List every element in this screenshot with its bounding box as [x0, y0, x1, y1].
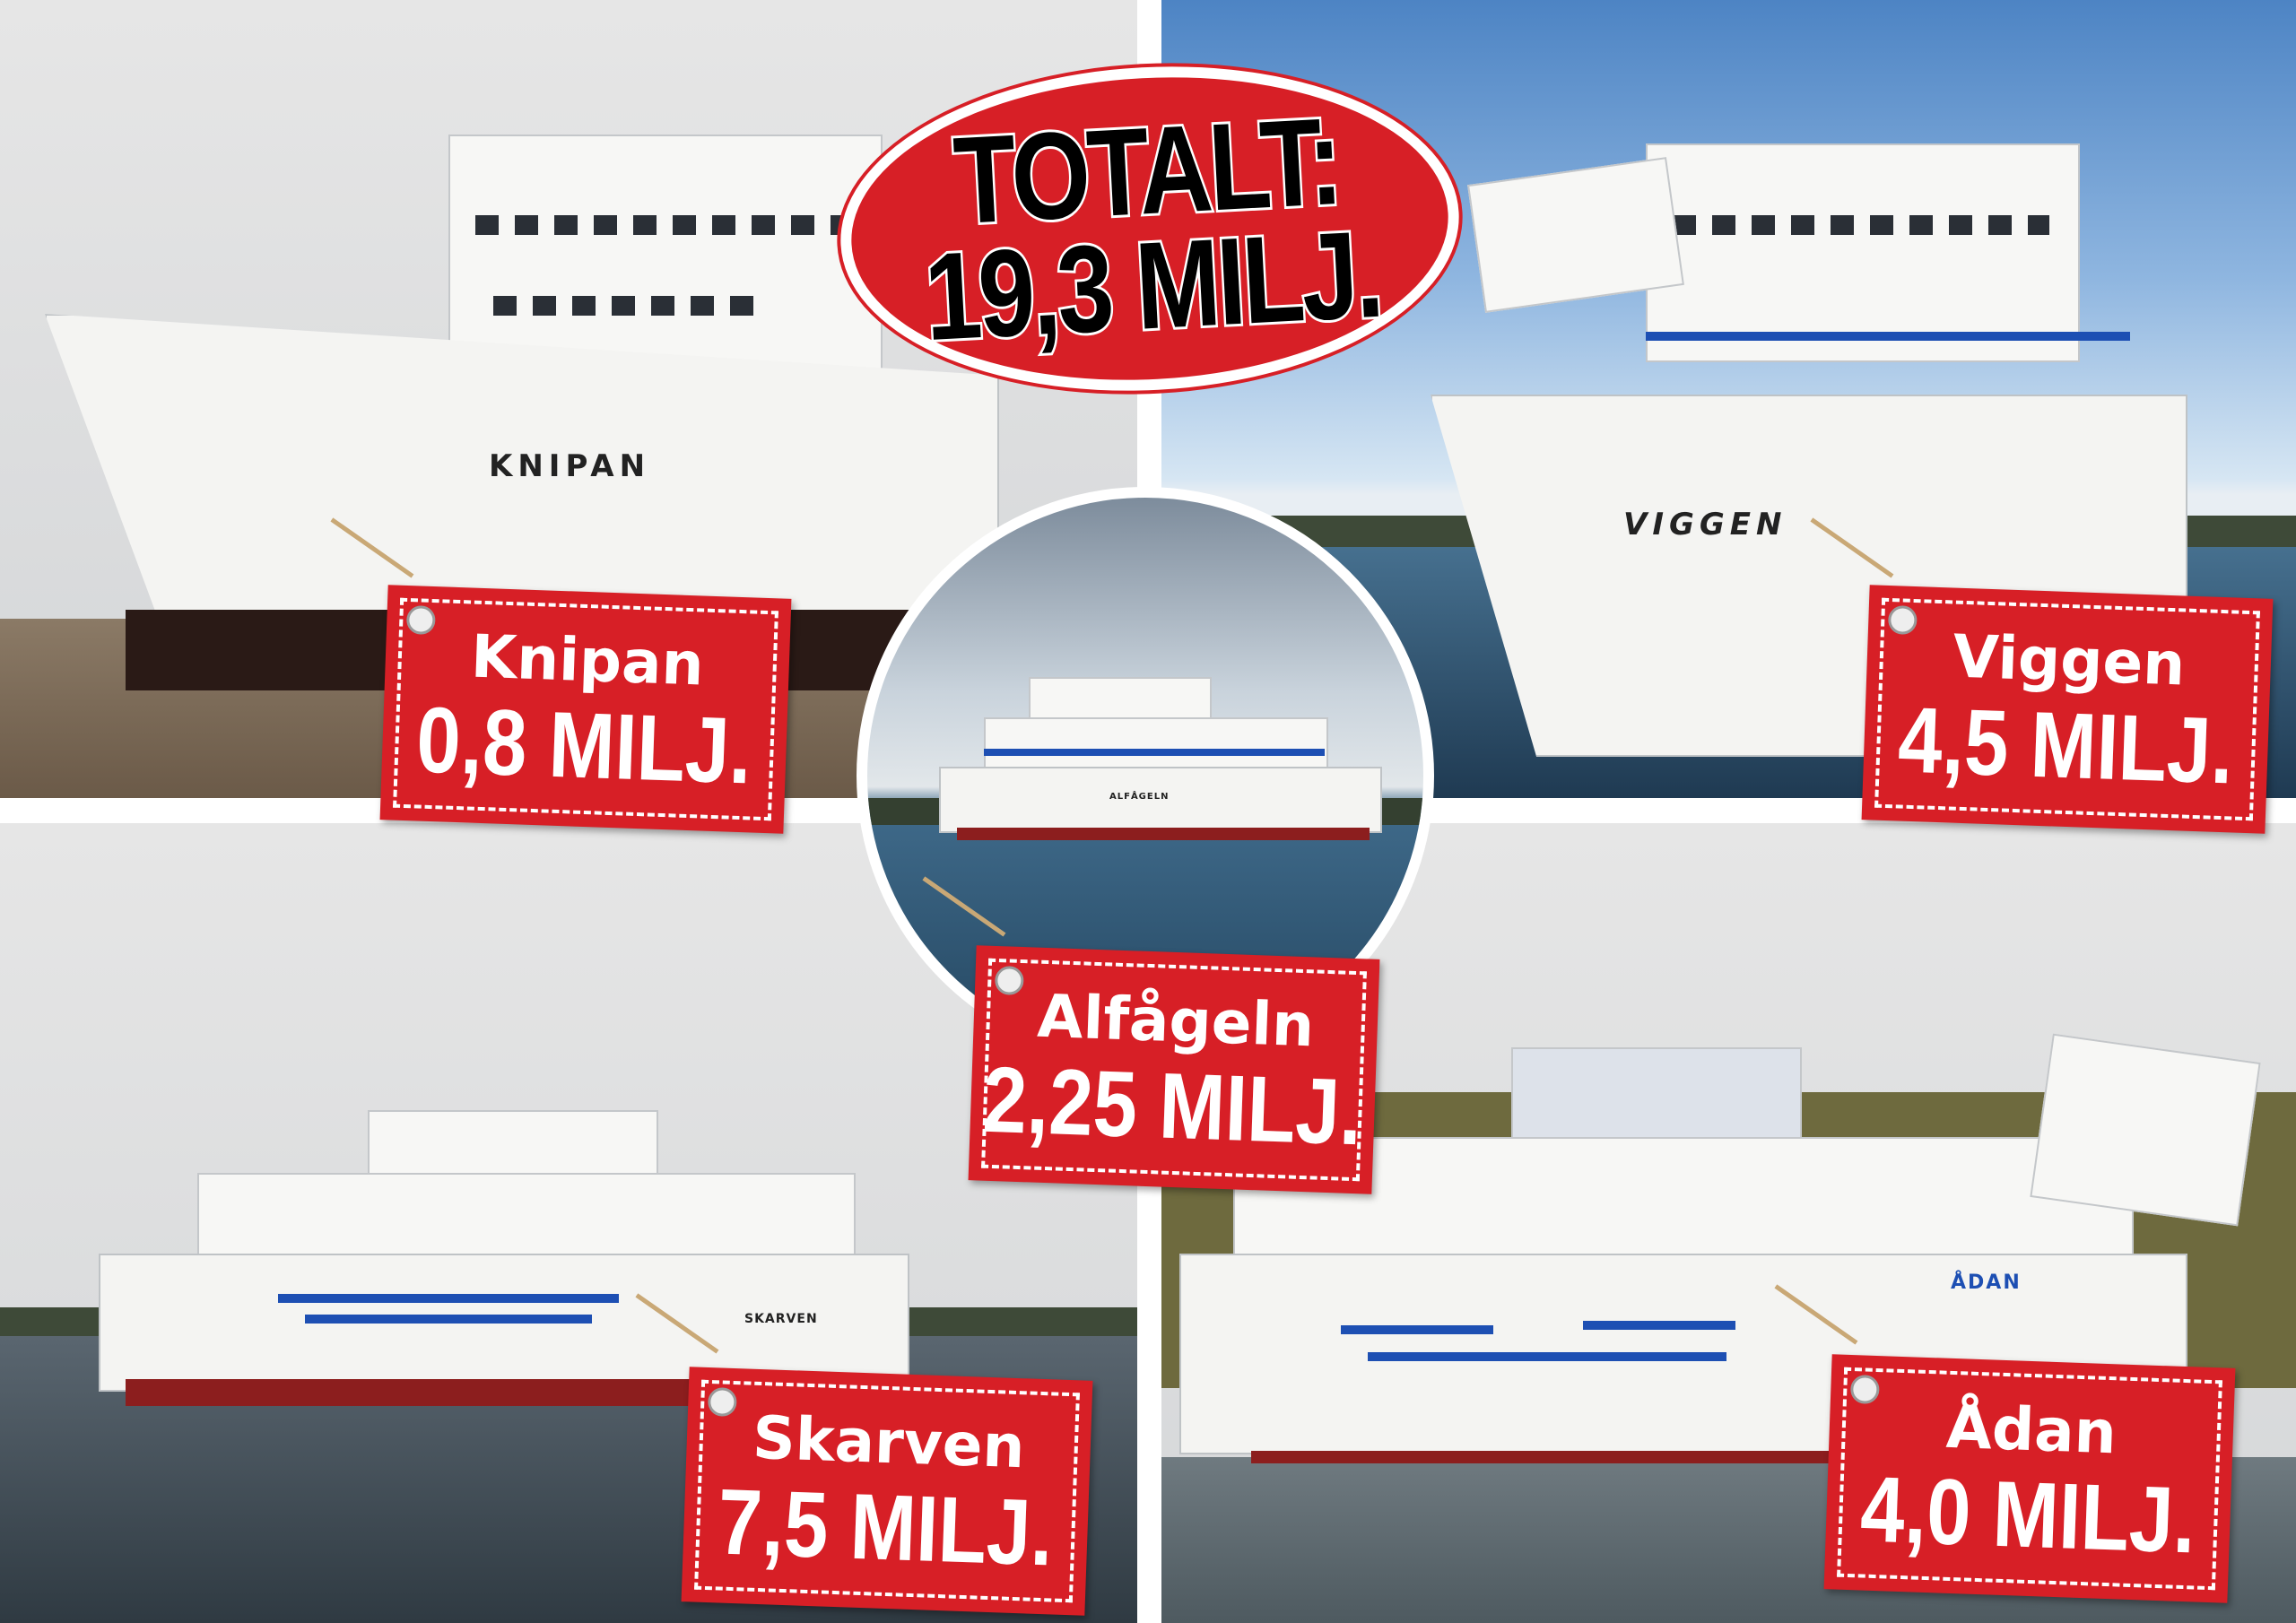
hull-label-knipan: KNIPAN [489, 448, 651, 484]
tag-price: 2,25 MILJ. [981, 1047, 1364, 1166]
price-tag-adan: Ådan 4,0 MILJ. [1823, 1354, 2236, 1603]
hull-label-adan: ÅDAN [1951, 1271, 2022, 1294]
ship-knipan: KNIPAN [45, 63, 1013, 726]
tag-name: Viggen [1952, 621, 2187, 699]
tag-name: Knipan [469, 621, 705, 699]
hull-label-skarven: SKARVEN [744, 1312, 818, 1326]
tag-price: 0,8 MILJ. [414, 688, 754, 804]
price-tag-skarven: Skarven 7,5 MILJ. [681, 1367, 1093, 1616]
tag-price: 4,0 MILJ. [1858, 1457, 2198, 1574]
price-tag-viggen: Viggen 4,5 MILJ. [1861, 585, 2274, 834]
price-tag-knipan: Knipan 0,8 MILJ. [379, 585, 792, 834]
price-tag-alfageln: Alfågeln 2,25 MILJ. [968, 945, 1380, 1194]
hull-label-viggen: VIGGEN [1623, 507, 1787, 542]
tag-price: 7,5 MILJ. [716, 1470, 1056, 1586]
hull-label-alfageln: ALFÅGELN [1109, 792, 1170, 802]
headline-line2: 19,3 MILJ. [919, 203, 1387, 369]
tag-name: Ådan [1944, 1392, 2118, 1468]
ship-skarven: SKARVEN [99, 1092, 978, 1406]
tag-price: 4,5 MILJ. [1896, 688, 2236, 804]
ship-alfageln: ALFÅGELN [939, 677, 1405, 856]
